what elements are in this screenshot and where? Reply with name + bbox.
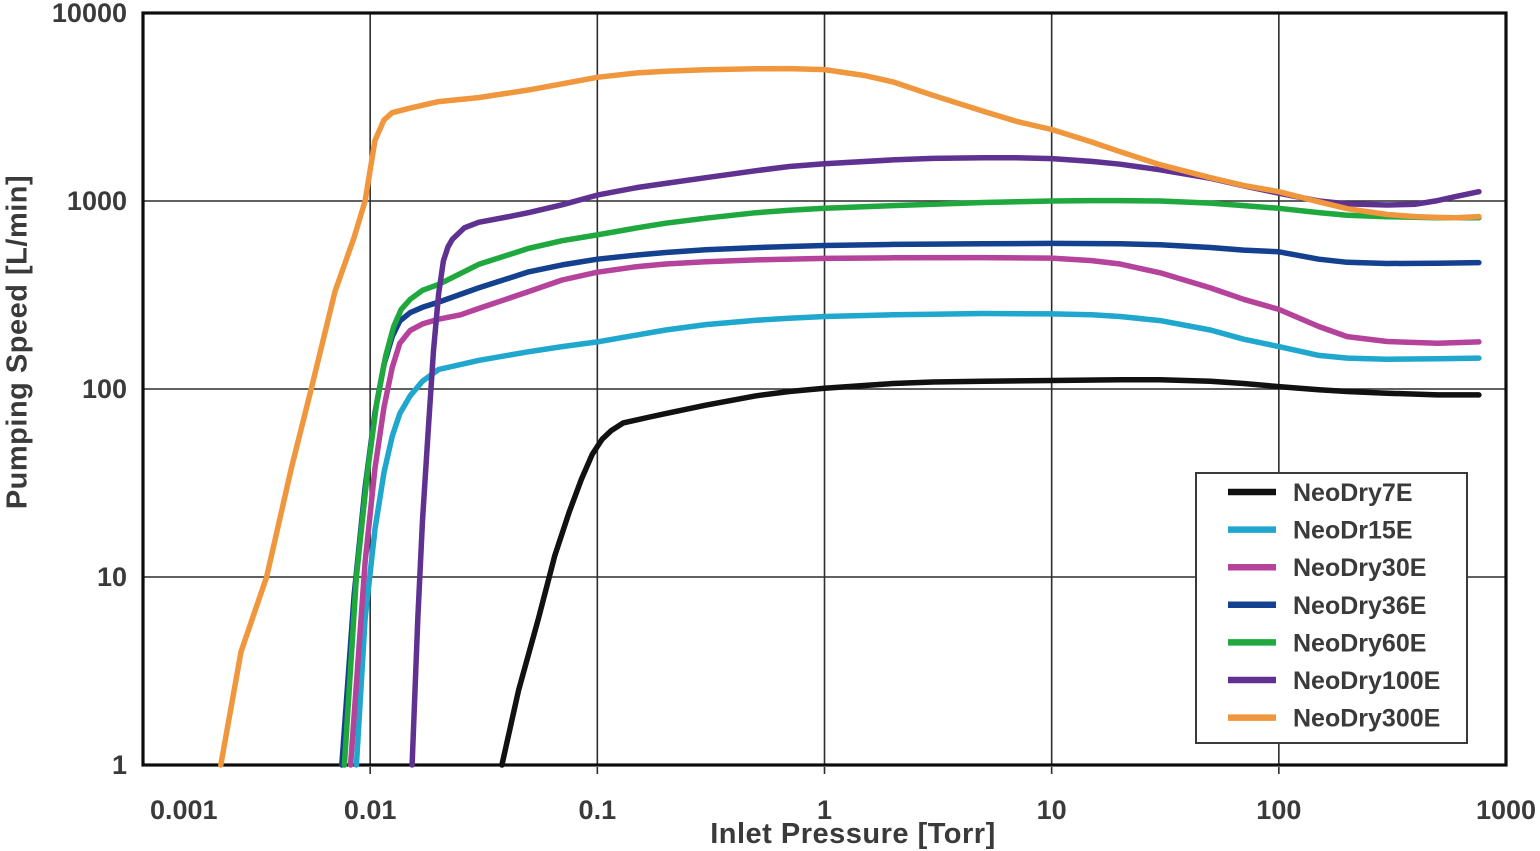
legend-label-NeoDry36E: NeoDry36E xyxy=(1293,592,1426,620)
plot-border xyxy=(141,11,1508,767)
legend: NeoDry7E NeoDr15E NeoDry30E NeoDry36E NeoDry… xyxy=(1195,472,1468,744)
y-tick-label-1: 1 xyxy=(112,750,127,780)
legend-item-NeoDry100E: NeoDry100E xyxy=(1228,667,1440,695)
legend-item-NeoDry7E: NeoDry7E xyxy=(1228,479,1413,507)
legend-item-NeoDry300E: NeoDry300E xyxy=(1228,705,1440,733)
legend-label-NeoDry7E: NeoDry7E xyxy=(1293,479,1413,507)
y-tick-label-10: 10 xyxy=(97,562,127,592)
series-line-NeoDry30E xyxy=(347,254,1482,768)
y-tick-label-100: 100 xyxy=(82,374,127,404)
series-line-NeoDry300E xyxy=(218,65,1482,768)
x-tick-label-10: 10 xyxy=(1037,795,1067,825)
y-tick-label-1000: 1000 xyxy=(67,186,127,216)
legend-item-NeoDry60E: NeoDry60E xyxy=(1228,629,1426,657)
legend-item-NeoDry36E: NeoDry36E xyxy=(1228,592,1426,620)
legend-item-NeoDr15E: NeoDr15E xyxy=(1228,517,1413,545)
x-tick-label-1000: 1000 xyxy=(1476,795,1536,825)
legend-label-NeoDry30E: NeoDry30E xyxy=(1293,554,1426,582)
x-tick-label-100: 100 xyxy=(1256,795,1301,825)
legend-label-NeoDry60E: NeoDry60E xyxy=(1293,629,1426,657)
series-line-NeoDry7E xyxy=(499,376,1482,768)
x-tick-label-0.001: 0.001 xyxy=(150,795,218,825)
series-line-NeoDry36E xyxy=(339,240,1482,768)
legend-label-NeoDry300E: NeoDry300E xyxy=(1293,705,1440,733)
series-line-NeoDr15E xyxy=(353,310,1482,768)
x-tick-label-0.1: 0.1 xyxy=(579,795,617,825)
legend-label-NeoDr15E: NeoDr15E xyxy=(1293,517,1413,545)
legend-label-NeoDry100E: NeoDry100E xyxy=(1293,667,1440,695)
y-axis-title: Pumping Speed [L/min] xyxy=(1,174,34,510)
x-axis-title: Inlet Pressure [Torr] xyxy=(710,818,996,850)
x-tick-label-1: 1 xyxy=(817,795,832,825)
x-tick-label-0.01: 0.01 xyxy=(344,795,397,825)
series-line-NeoDry60E xyxy=(341,197,1482,768)
y-tick-label-10000: 10000 xyxy=(52,0,127,28)
legend-item-NeoDry30E: NeoDry30E xyxy=(1228,554,1426,582)
